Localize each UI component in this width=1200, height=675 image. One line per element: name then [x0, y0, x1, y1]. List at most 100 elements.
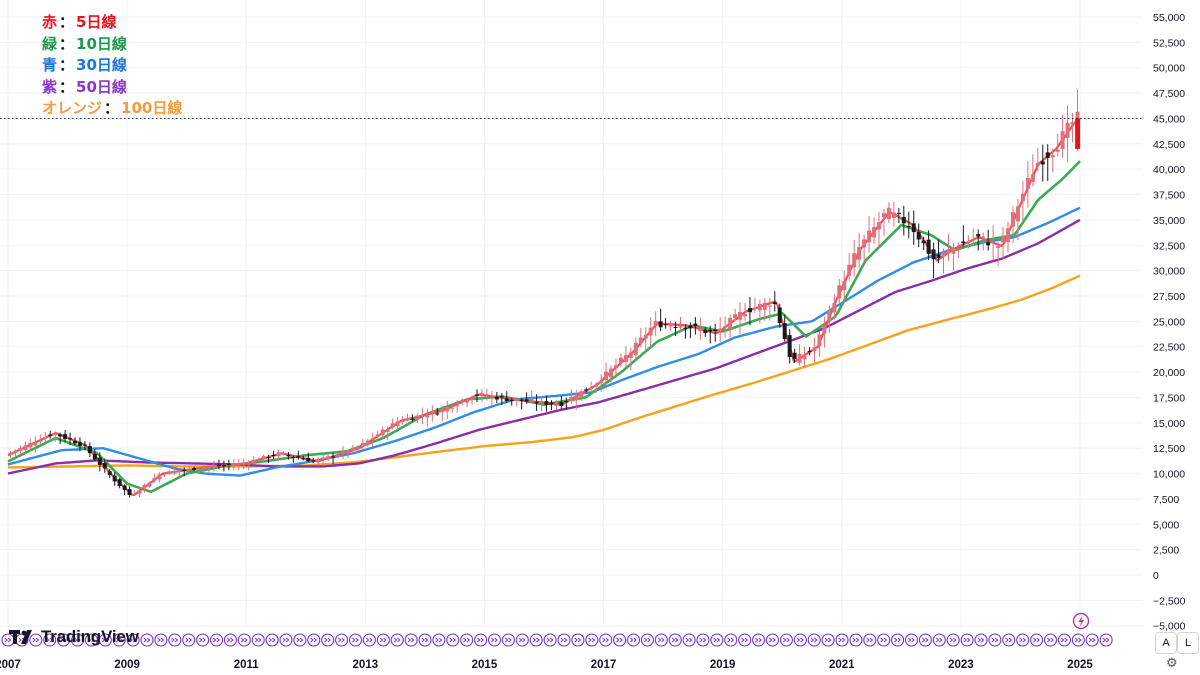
event-marker[interactable] [474, 633, 488, 647]
event-marker[interactable] [793, 633, 807, 647]
event-marker[interactable] [863, 633, 877, 647]
chart-grid [0, 0, 1142, 628]
event-marker[interactable] [557, 633, 571, 647]
event-marker[interactable] [974, 633, 988, 647]
event-marker[interactable] [710, 633, 724, 647]
chart-legend: 赤： 5日線緑： 10日線青： 30日線紫： 50日線 オレンジ： 100日線 [42, 12, 182, 120]
candle [886, 202, 891, 223]
event-marker[interactable] [932, 633, 946, 647]
event-marker[interactable] [84, 633, 98, 647]
candle [1060, 114, 1065, 158]
event-marker[interactable] [487, 633, 502, 647]
event-marker[interactable] [237, 633, 251, 647]
event-marker[interactable] [988, 633, 1002, 647]
event-marker[interactable] [821, 633, 835, 647]
event-marker[interactable] [946, 633, 960, 647]
event-marker[interactable] [807, 633, 821, 647]
event-marker[interactable] [460, 633, 474, 647]
event-marker[interactable] [98, 633, 112, 647]
event-marker[interactable] [321, 633, 335, 647]
event-marker[interactable] [70, 633, 85, 647]
event-marker[interactable] [404, 633, 418, 647]
settings-gear-icon[interactable]: ⚙ [1166, 655, 1178, 670]
event-marker[interactable] [1085, 633, 1099, 647]
event-marker-row[interactable] [1, 633, 1113, 647]
event-marker[interactable] [29, 633, 43, 647]
auto-scale-button[interactable]: A [1155, 632, 1177, 654]
event-marker[interactable] [446, 633, 460, 647]
event-marker[interactable] [543, 633, 557, 647]
event-marker[interactable] [765, 633, 780, 647]
event-marker[interactable] [724, 633, 738, 647]
event-marker[interactable] [1030, 633, 1044, 647]
event-marker[interactable] [279, 633, 293, 647]
event-marker[interactable] [140, 633, 154, 647]
event-marker[interactable] [209, 633, 224, 647]
event-marker[interactable] [196, 633, 210, 647]
event-marker[interactable] [362, 633, 376, 647]
candle [638, 328, 643, 348]
event-marker[interactable] [599, 633, 613, 647]
y-axis-price-scale[interactable]: 55,000 52,500 50,000 47,500 45,000 42,500 40,0… [1153, 12, 1186, 633]
event-marker[interactable] [154, 633, 168, 647]
event-marker[interactable] [1071, 633, 1085, 647]
event-marker[interactable] [251, 633, 265, 647]
event-marker[interactable] [1099, 633, 1113, 647]
tradingview-logo[interactable]: TradingView [9, 626, 139, 648]
event-marker[interactable] [390, 633, 404, 647]
event-marker[interactable] [835, 633, 849, 647]
event-marker[interactable] [515, 633, 529, 647]
event-marker[interactable] [432, 633, 446, 647]
event-marker[interactable] [738, 633, 752, 647]
candle [450, 405, 455, 414]
event-marker[interactable] [752, 633, 766, 647]
event-marker[interactable] [1043, 633, 1058, 647]
event-marker[interactable] [668, 633, 682, 647]
event-marker[interactable] [1016, 633, 1030, 647]
event-marker[interactable] [696, 633, 710, 647]
event-marker[interactable] [904, 633, 919, 647]
x-axis-time-scale[interactable]: 2007 2009 2011 2013 2015 2017 2019 2021 2023 2025 [0, 659, 1093, 671]
event-marker[interactable] [877, 633, 891, 647]
event-marker[interactable] [585, 633, 599, 647]
event-marker[interactable] [182, 633, 196, 647]
candle [470, 395, 475, 405]
event-marker[interactable] [293, 633, 307, 647]
candle [77, 437, 82, 452]
candle [618, 353, 623, 367]
event-marker[interactable] [640, 633, 654, 647]
event-marker[interactable] [654, 633, 668, 647]
candle [152, 473, 157, 483]
event-marker[interactable] [376, 633, 390, 647]
event-marker[interactable] [918, 633, 932, 647]
candle [708, 325, 713, 344]
event-marker[interactable] [1002, 633, 1016, 647]
event-marker[interactable] [126, 633, 140, 647]
event-marker[interactable] [779, 633, 793, 647]
event-marker[interactable] [891, 633, 905, 647]
event-marker[interactable] [335, 633, 349, 647]
event-marker[interactable] [571, 633, 585, 647]
event-marker[interactable] [168, 633, 182, 647]
event-marker[interactable] [265, 633, 279, 647]
event-marker[interactable] [223, 633, 237, 647]
log-scale-button[interactable]: L [1177, 632, 1199, 654]
candle [996, 241, 1001, 267]
event-marker[interactable] [112, 633, 126, 647]
event-marker[interactable] [57, 633, 71, 647]
event-marker[interactable] [348, 633, 363, 647]
flash-event-icon[interactable] [1072, 612, 1090, 630]
event-marker[interactable] [529, 633, 543, 647]
event-marker[interactable] [418, 633, 432, 647]
event-marker[interactable] [849, 633, 863, 647]
event-marker[interactable] [682, 633, 696, 647]
event-marker[interactable] [501, 633, 515, 647]
event-marker[interactable] [43, 633, 57, 647]
event-marker[interactable] [960, 633, 974, 647]
event-marker[interactable] [307, 633, 321, 647]
event-marker[interactable] [613, 633, 627, 647]
event-marker[interactable] [1057, 633, 1071, 647]
y-tick-label: 2,500 [1153, 545, 1179, 557]
event-marker[interactable] [626, 633, 641, 647]
